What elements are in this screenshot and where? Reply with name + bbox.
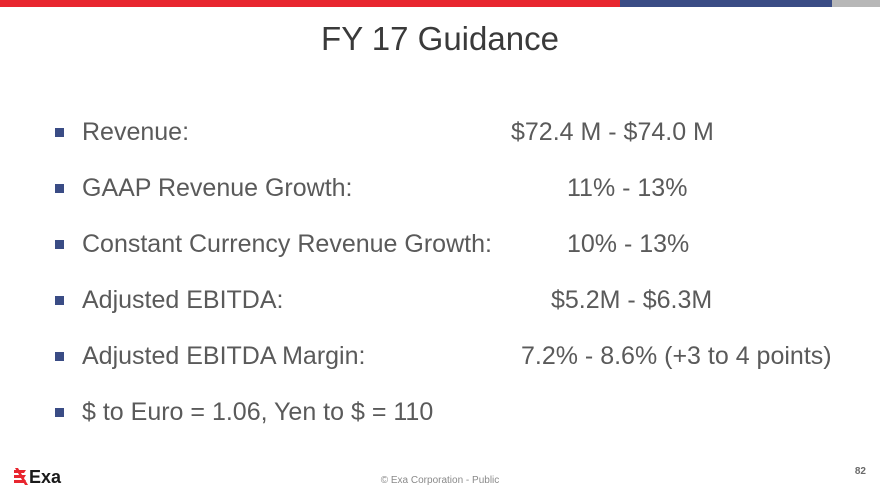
square-bullet-icon: [55, 352, 64, 361]
list-item-adjusted-ebitda: Adjusted EBITDA: $5.2M - $6.3M: [55, 282, 865, 338]
square-bullet-icon: [55, 408, 64, 417]
square-bullet-icon: [55, 296, 64, 305]
item-value: $72.4 M - $74.0 M: [511, 118, 714, 146]
accent-bar-blue: [620, 0, 832, 7]
item-value: 7.2% - 8.6% (+3 to 4 points): [521, 342, 832, 370]
exa-logo-mark-icon: [14, 468, 28, 485]
item-label: Adjusted EBITDA:: [82, 286, 284, 314]
accent-bar-red: [0, 0, 620, 7]
item-label: Revenue:: [82, 118, 190, 146]
square-bullet-icon: [55, 240, 64, 249]
accent-bar-gray: [832, 0, 880, 7]
square-bullet-icon: [55, 184, 64, 193]
slide-title: FY 17 Guidance: [321, 20, 559, 57]
list-item-ebitda-margin: Adjusted EBITDA Margin: 7.2% - 8.6% (+3 …: [55, 338, 865, 394]
exa-logo: Exa: [14, 467, 62, 486]
page-number: 82: [854, 466, 866, 477]
slide-footer: Exa © Exa Corporation - Public 82: [0, 462, 880, 495]
item-value: $5.2M - $6.3M: [551, 286, 713, 314]
square-bullet-icon: [55, 128, 64, 137]
item-label: GAAP Revenue Growth:: [82, 174, 353, 202]
item-label: Adjusted EBITDA Margin:: [82, 342, 366, 370]
item-value: 11% - 13%: [567, 174, 688, 202]
guidance-list: Revenue: $72.4 M - $74.0 M GAAP Revenue …: [55, 114, 865, 450]
list-item-gaap-growth: GAAP Revenue Growth: 11% - 13%: [55, 170, 865, 226]
list-item-constant-currency-growth: Constant Currency Revenue Growth: 10% - …: [55, 226, 865, 282]
list-item-fx-rates: $ to Euro = 1.06, Yen to $ = 110: [55, 394, 865, 450]
logo-text: Exa: [29, 467, 62, 486]
list-item-revenue: Revenue: $72.4 M - $74.0 M: [55, 114, 865, 170]
item-label: Constant Currency Revenue Growth:: [82, 230, 492, 258]
top-accent-bar: [0, 0, 880, 7]
item-label: $ to Euro = 1.06, Yen to $ = 110: [82, 398, 434, 426]
copyright-text: © Exa Corporation - Public: [380, 475, 500, 486]
item-value: 10% - 13%: [567, 230, 690, 258]
